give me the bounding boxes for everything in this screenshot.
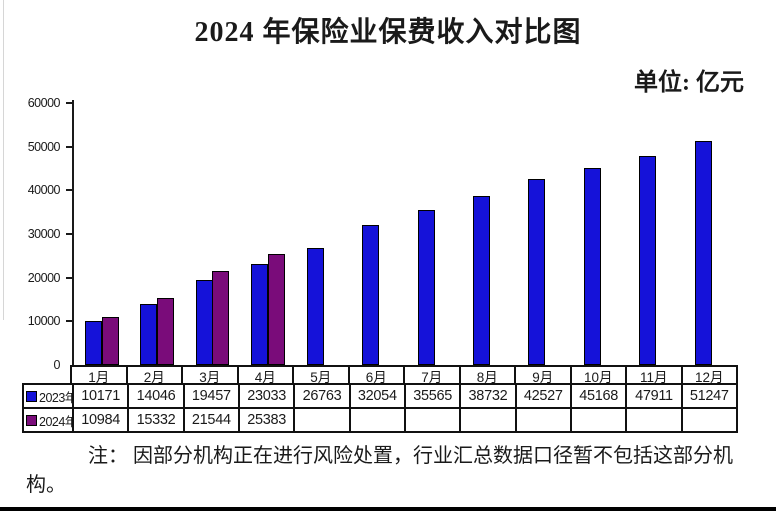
month-header-cell: 1月 bbox=[88, 369, 110, 385]
bar-2023年-7月 bbox=[417, 210, 435, 365]
value-cell-2023年-11月: 47911 bbox=[625, 385, 680, 407]
value-cell-2024年-5月 bbox=[293, 409, 348, 431]
y-tick-mark bbox=[66, 276, 73, 279]
value-cell-2024年-9月 bbox=[514, 409, 570, 431]
month-header-cell: 5月 bbox=[292, 367, 348, 385]
legend-label: 2024年 bbox=[39, 414, 72, 429]
value-cell-2023年-10月: 45168 bbox=[569, 385, 625, 407]
unit-label: 单位: 亿元 bbox=[634, 70, 744, 96]
bar-2023年-1月 bbox=[85, 321, 102, 365]
table-row-2024: 2024年 10984 15332 21544 25383 bbox=[22, 407, 738, 433]
month-header-cell: 4月 bbox=[236, 367, 293, 385]
y-tick-label: 20000 bbox=[27, 270, 61, 285]
value-cell-2024年-1月: 10984 bbox=[72, 409, 127, 431]
footnote-line-2: 构。 bbox=[26, 474, 66, 496]
value-cell-2023年-3月: 19457 bbox=[182, 385, 238, 407]
value-cell-2024年-10月 bbox=[569, 409, 625, 431]
plot-area bbox=[66, 102, 738, 365]
y-tick-mark bbox=[66, 189, 73, 192]
table-row-2023: 2023年 10171 14046 19457 23033 26763 32054 35565… bbox=[22, 383, 738, 409]
value-cell-2023年-8月: 38732 bbox=[459, 385, 514, 407]
bottom-rule bbox=[0, 507, 776, 511]
bar-2023年-6月 bbox=[362, 225, 380, 365]
value-cell-2023年-9月: 42527 bbox=[514, 385, 570, 407]
y-tick-label: 30000 bbox=[27, 227, 61, 241]
y-tick-label: 40000 bbox=[27, 183, 61, 198]
chart-title: 2024 年保险业保费收入对比图 bbox=[194, 17, 582, 48]
value-cell-2024年-12月 bbox=[680, 409, 736, 431]
value-cell-2023年-12月: 51247 bbox=[680, 385, 736, 407]
month-header-cell: 12月 bbox=[680, 367, 737, 385]
legend-cell-2023年: 2023年 bbox=[24, 385, 72, 407]
value-cell-2024年-11月 bbox=[625, 409, 680, 431]
y-tick-mark bbox=[66, 233, 73, 235]
y-axis-labels: 0 10000 20000 30000 40000 50000 60000 bbox=[0, 96, 62, 372]
page-left-edge-line bbox=[3, 0, 4, 320]
footnote-line-1: 注： 因部分机构正在进行风险处置，行业汇总数据口径暂不包括这部分机 bbox=[88, 445, 733, 467]
value-cell-2024年-6月 bbox=[348, 409, 404, 431]
y-tick-label: 60000 bbox=[27, 96, 61, 110]
month-header-cell: 11月 bbox=[625, 367, 681, 385]
value-cell-2023年-1月: 10171 bbox=[72, 385, 127, 407]
bar-2023年-3月 bbox=[195, 280, 213, 365]
bar-2023年-12月 bbox=[694, 141, 712, 365]
month-header-cell: 3月 bbox=[181, 367, 237, 385]
legend-cell-2024年: 2024年 bbox=[24, 409, 72, 431]
value-cell-2023年-6月: 32054 bbox=[348, 385, 404, 407]
value-cell-2024年-2月: 15332 bbox=[127, 409, 182, 431]
value-cell-2023年-7月: 35565 bbox=[403, 385, 459, 407]
value-cell-2023年-2月: 14046 bbox=[127, 385, 182, 407]
bar-2024年-1月 bbox=[101, 317, 119, 365]
y-tick-mark bbox=[66, 320, 73, 323]
month-header-cell: 6月 bbox=[347, 367, 404, 385]
month-header-cell: 8月 bbox=[458, 367, 515, 385]
bar-2023年-2月 bbox=[140, 304, 158, 365]
value-cell-2024年-7月 bbox=[403, 409, 459, 431]
legend-label: 2023年 bbox=[39, 390, 72, 405]
value-cell-2023年-5月: 26763 bbox=[293, 385, 348, 407]
value-cell-2023年-4月: 23033 bbox=[237, 385, 293, 407]
bar-2024年-4月 bbox=[267, 254, 285, 365]
bar-2023年-10月 bbox=[583, 168, 601, 365]
y-tick-label: 50000 bbox=[27, 139, 61, 154]
y-tick-label: 0 bbox=[53, 358, 61, 372]
bar-2024年-3月 bbox=[212, 271, 230, 365]
month-header-cell: 7月 bbox=[403, 367, 459, 385]
month-header-cell: 2月 bbox=[125, 367, 182, 385]
legend-swatch-icon bbox=[26, 390, 37, 402]
value-cell-2024年-8月 bbox=[459, 409, 514, 431]
y-axis-line bbox=[72, 100, 74, 366]
value-cell-2024年-3月: 21544 bbox=[182, 409, 238, 431]
month-header-cell: 10月 bbox=[569, 367, 626, 385]
month-header-cell: 9月 bbox=[514, 367, 570, 385]
y-tick-mark bbox=[66, 102, 73, 104]
legend-swatch-icon bbox=[26, 414, 37, 426]
bar-2023年-5月 bbox=[306, 248, 324, 365]
bar-2023年-8月 bbox=[472, 196, 490, 365]
y-tick-label: 10000 bbox=[27, 314, 61, 329]
bar-2023年-9月 bbox=[528, 179, 546, 365]
value-cell-2024年-4月: 25383 bbox=[237, 409, 293, 431]
footnote: 注： 因部分机构正在进行风险处置，行业汇总数据口径暂不包括这部分机 构。 bbox=[0, 442, 776, 500]
y-tick-mark bbox=[66, 145, 73, 148]
bar-2024年-2月 bbox=[156, 298, 174, 365]
bar-2023年-11月 bbox=[639, 156, 657, 365]
bar-2023年-4月 bbox=[251, 264, 269, 365]
